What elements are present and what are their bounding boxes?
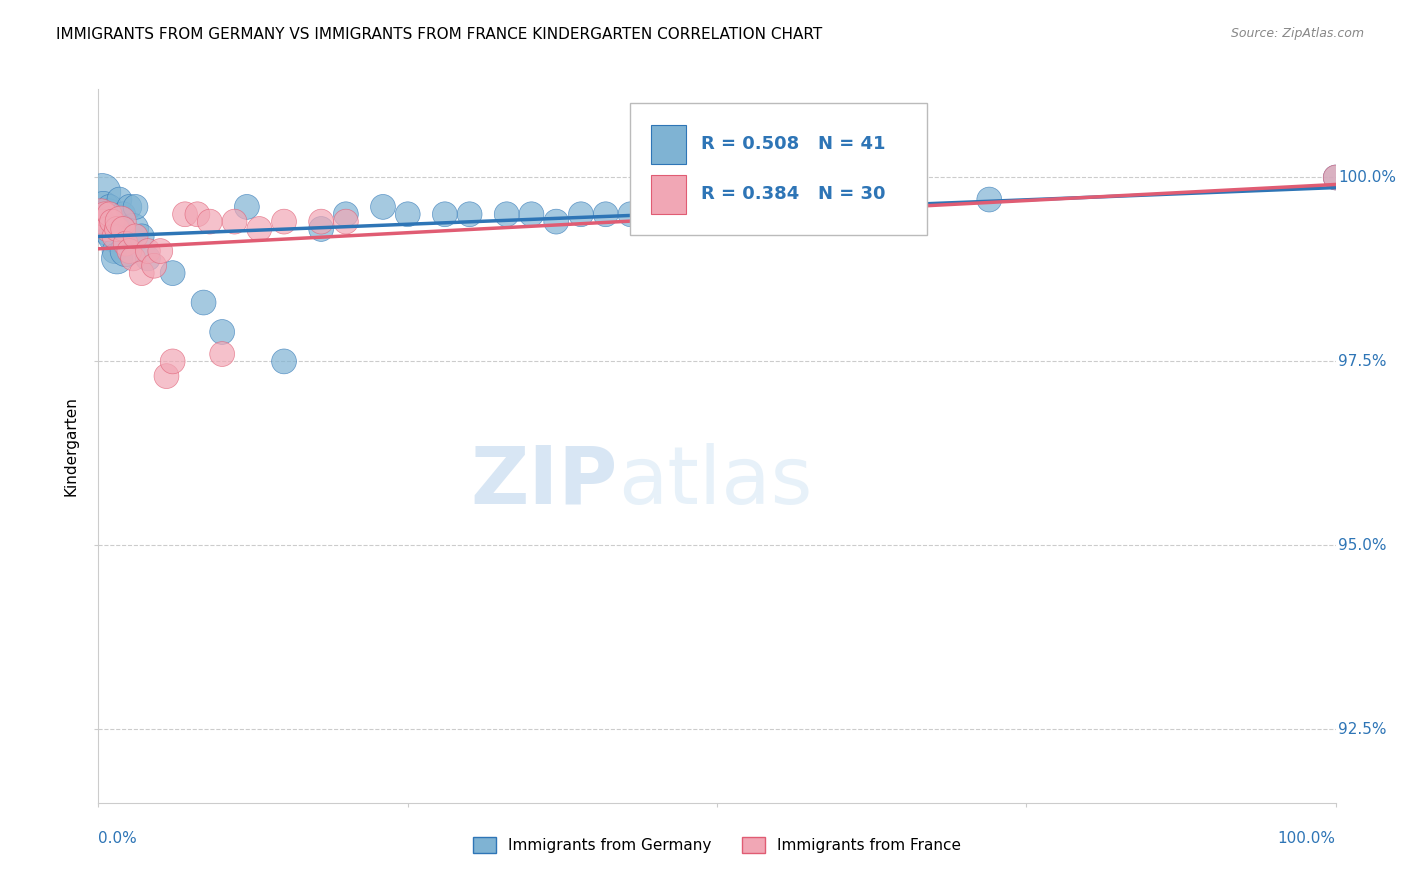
Point xyxy=(101,222,124,236)
Point xyxy=(136,252,159,266)
FancyBboxPatch shape xyxy=(630,103,928,235)
Text: R = 0.384   N = 30: R = 0.384 N = 30 xyxy=(702,186,886,203)
Point xyxy=(162,354,184,368)
Text: R = 0.508   N = 41: R = 0.508 N = 41 xyxy=(702,136,886,153)
Point xyxy=(335,207,357,221)
Legend: Immigrants from Germany, Immigrants from France: Immigrants from Germany, Immigrants from… xyxy=(467,831,967,859)
Point xyxy=(131,229,153,244)
Point xyxy=(93,207,115,221)
Point xyxy=(162,266,184,280)
Point xyxy=(96,222,118,236)
Point xyxy=(495,207,517,221)
Point xyxy=(273,354,295,368)
Text: 100.0%: 100.0% xyxy=(1278,831,1336,847)
Point xyxy=(98,200,121,214)
Point xyxy=(669,200,692,214)
Point xyxy=(131,266,153,280)
Point xyxy=(546,214,568,228)
Text: 100.0%: 100.0% xyxy=(1339,170,1396,185)
Text: 92.5%: 92.5% xyxy=(1339,722,1386,737)
Point xyxy=(309,214,332,228)
Point xyxy=(108,193,131,207)
Point xyxy=(122,252,145,266)
Point xyxy=(198,214,221,228)
Point xyxy=(247,222,270,236)
Point xyxy=(211,325,233,339)
Point xyxy=(94,214,117,228)
Point xyxy=(224,214,246,228)
Point xyxy=(236,200,259,214)
Point xyxy=(309,222,332,236)
Text: 95.0%: 95.0% xyxy=(1339,538,1386,553)
Point xyxy=(96,222,118,236)
Point xyxy=(396,207,419,221)
Point xyxy=(619,207,641,221)
Point xyxy=(644,207,666,221)
Point xyxy=(174,207,197,221)
Text: atlas: atlas xyxy=(619,442,813,521)
Text: Source: ZipAtlas.com: Source: ZipAtlas.com xyxy=(1230,27,1364,40)
Point xyxy=(273,214,295,228)
Point xyxy=(98,207,121,221)
Point xyxy=(1324,170,1347,185)
Point xyxy=(110,214,132,228)
Point xyxy=(103,244,125,258)
Y-axis label: Kindergarten: Kindergarten xyxy=(63,396,79,496)
Point xyxy=(979,193,1001,207)
Point xyxy=(118,200,141,214)
Bar xyxy=(651,125,686,164)
Point xyxy=(91,185,114,199)
Point xyxy=(97,207,120,221)
Point xyxy=(122,222,145,236)
Point xyxy=(1324,170,1347,185)
Point xyxy=(112,207,135,221)
Point xyxy=(193,295,215,310)
Point xyxy=(100,214,122,228)
Point xyxy=(520,207,543,221)
Point xyxy=(143,259,166,273)
Point xyxy=(93,207,115,221)
Text: IMMIGRANTS FROM GERMANY VS IMMIGRANTS FROM FRANCE KINDERGARTEN CORRELATION CHART: IMMIGRANTS FROM GERMANY VS IMMIGRANTS FR… xyxy=(56,27,823,42)
Point xyxy=(335,214,357,228)
Point xyxy=(101,214,124,228)
Point xyxy=(118,244,141,258)
Point xyxy=(124,229,146,244)
Text: ZIP: ZIP xyxy=(471,442,619,521)
Point xyxy=(149,244,172,258)
Point xyxy=(105,252,128,266)
Point xyxy=(93,200,115,214)
Point xyxy=(136,244,159,258)
Point xyxy=(103,229,125,244)
Point xyxy=(569,207,592,221)
Text: 0.0%: 0.0% xyxy=(98,831,138,847)
Point xyxy=(91,214,114,228)
Point xyxy=(371,200,394,214)
Point xyxy=(124,200,146,214)
Point xyxy=(433,207,456,221)
Point xyxy=(90,207,112,221)
Point xyxy=(211,347,233,361)
Point xyxy=(103,229,125,244)
Point xyxy=(155,369,177,384)
Point xyxy=(105,222,128,236)
Point xyxy=(112,222,135,236)
Point xyxy=(114,244,136,258)
Point xyxy=(186,207,208,221)
Bar xyxy=(651,175,686,214)
Point xyxy=(595,207,617,221)
Point xyxy=(114,236,136,251)
Point xyxy=(458,207,481,221)
Text: 97.5%: 97.5% xyxy=(1339,354,1386,369)
